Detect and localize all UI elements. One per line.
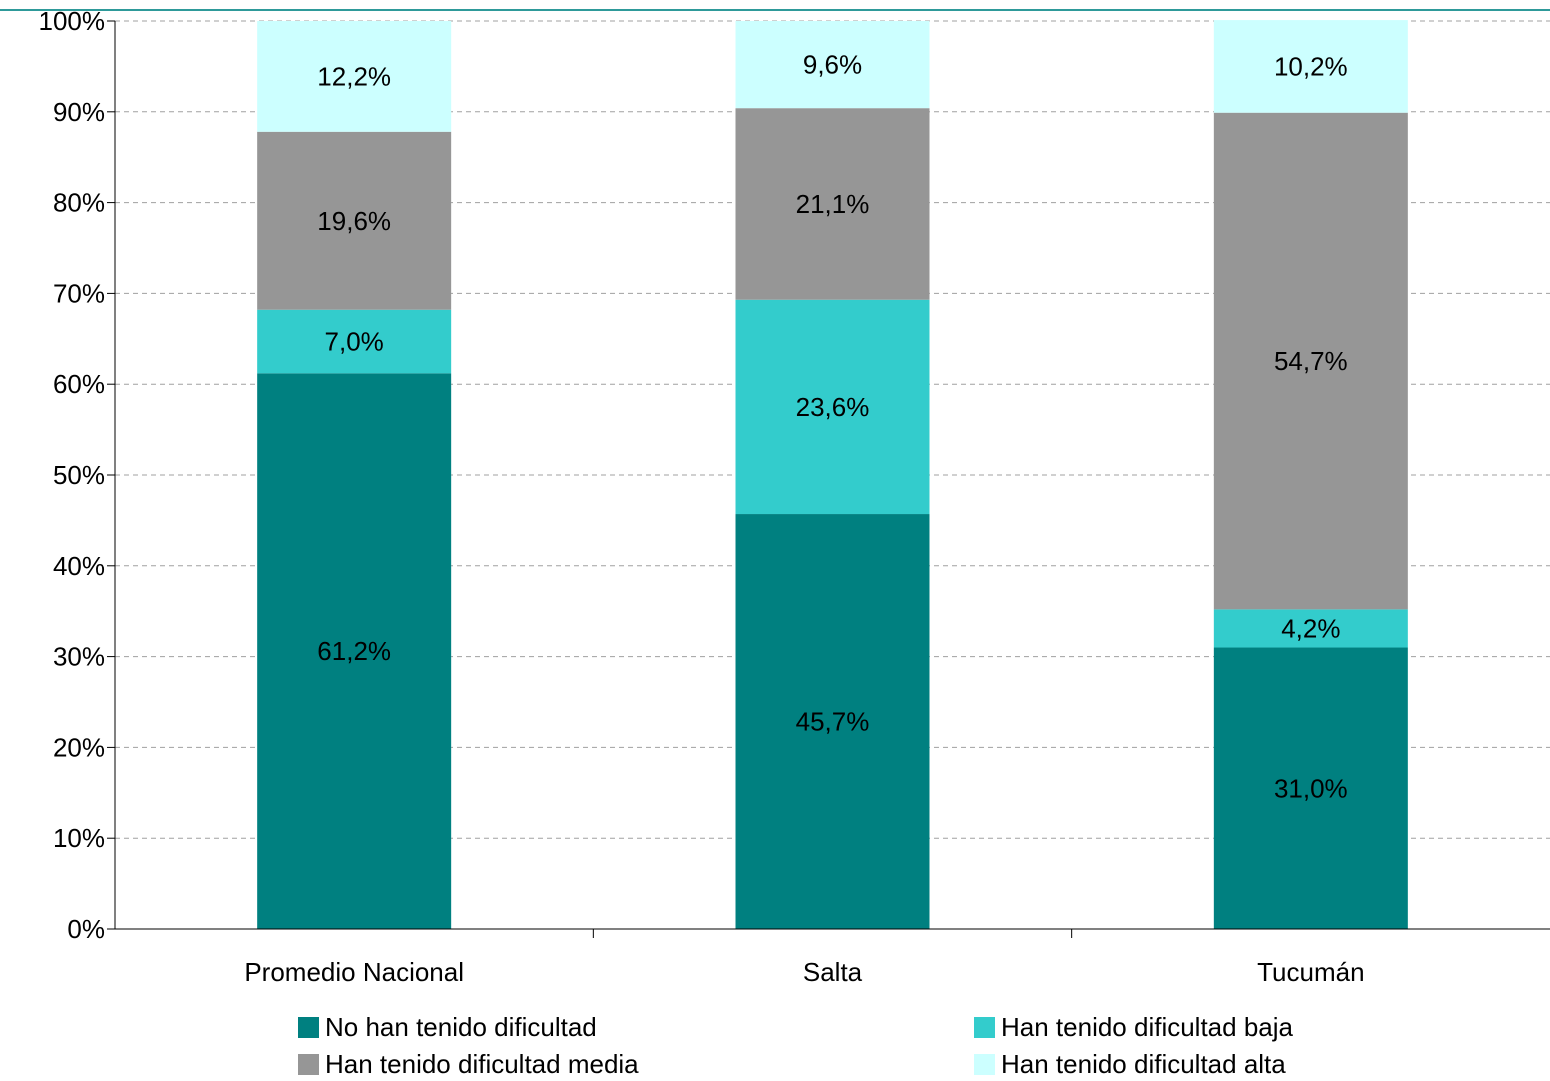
y-tick-label: 20% bbox=[53, 732, 105, 762]
category-label: Salta bbox=[803, 957, 863, 987]
y-tick-label: 60% bbox=[53, 369, 105, 399]
bar-segment bbox=[257, 309, 452, 374]
data-label: 4,2% bbox=[1281, 613, 1340, 643]
bar-segment bbox=[257, 21, 452, 132]
y-tick-label: 50% bbox=[53, 460, 105, 490]
data-label: 45,7% bbox=[796, 707, 870, 737]
data-label: 19,6% bbox=[317, 206, 391, 236]
bar-segment bbox=[735, 514, 930, 929]
data-label: 21,1% bbox=[796, 189, 870, 219]
legend-swatch bbox=[974, 1054, 995, 1075]
data-label: 23,6% bbox=[796, 392, 870, 422]
y-tick-label: 10% bbox=[53, 823, 105, 853]
bar-segment bbox=[1213, 647, 1408, 929]
data-label: 12,2% bbox=[317, 61, 391, 91]
legend-item: No han tenido dificultad bbox=[298, 1012, 597, 1043]
legend-item: Han tenido dificultad media bbox=[298, 1049, 639, 1080]
bar-segment bbox=[257, 131, 452, 310]
legend-label: Han tenido dificultad alta bbox=[1001, 1049, 1286, 1079]
data-label: 9,6% bbox=[803, 50, 862, 80]
y-tick-label: 80% bbox=[53, 188, 105, 218]
bar-segment bbox=[1213, 20, 1408, 113]
y-tick-label: 100% bbox=[39, 6, 106, 36]
bars bbox=[257, 20, 1408, 930]
bar-segment bbox=[1213, 609, 1408, 648]
legend-item: Han tenido dificultad baja bbox=[974, 1012, 1293, 1043]
bar-segment bbox=[1213, 112, 1408, 610]
legend-item: Han tenido dificultad alta bbox=[974, 1049, 1286, 1080]
legend-swatch bbox=[298, 1017, 319, 1038]
data-label: 31,0% bbox=[1274, 773, 1348, 803]
bar-segment bbox=[257, 373, 452, 930]
data-labels: 61,2% 7,0% 19,6% 12,2% 45,7% 23,6% 21,1% 9,6% 31… bbox=[317, 50, 1347, 804]
y-tick-label: 40% bbox=[53, 551, 105, 581]
legend-label: Han tenido dificultad baja bbox=[1001, 1012, 1293, 1042]
data-label: 54,7% bbox=[1274, 346, 1348, 376]
legend: No han tenido dificultad Han tenido dific… bbox=[0, 1000, 1550, 1081]
y-tick-label: 70% bbox=[53, 278, 105, 308]
data-label: 7,0% bbox=[325, 327, 384, 357]
category-label: Tucumán bbox=[1257, 957, 1364, 987]
data-label: 10,2% bbox=[1274, 51, 1348, 81]
legend-label: No han tenido dificultad bbox=[325, 1012, 597, 1042]
y-tick-label: 0% bbox=[67, 914, 105, 944]
category-label: Promedio Nacional bbox=[244, 957, 464, 987]
legend-swatch bbox=[298, 1054, 319, 1075]
axes: 0% 10% 20% 30% 40% 50% 60% 70% 80% 90% 100% Promedi… bbox=[39, 6, 1550, 987]
stacked-bar-chart: 0% 10% 20% 30% 40% 50% 60% 70% 80% 90% 100% Promedi… bbox=[0, 6, 1550, 987]
y-tick-label: 90% bbox=[53, 97, 105, 127]
legend-label: Han tenido dificultad media bbox=[325, 1049, 639, 1079]
data-label: 61,2% bbox=[317, 636, 391, 666]
bar-segment bbox=[735, 108, 930, 300]
legend-swatch bbox=[974, 1017, 995, 1038]
y-tick-label: 30% bbox=[53, 642, 105, 672]
bar-segment bbox=[735, 21, 930, 109]
bar-segment bbox=[735, 299, 930, 515]
